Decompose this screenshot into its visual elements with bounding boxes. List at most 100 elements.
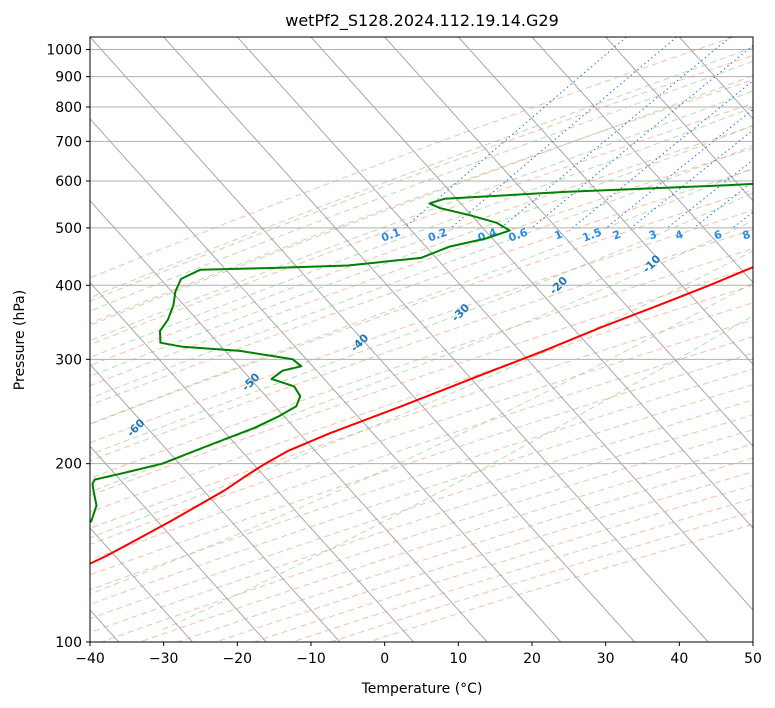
moist-adiabat-line: [162, 314, 753, 630]
x-tick-label: 50: [744, 651, 762, 667]
y-tick-label: 500: [55, 221, 82, 237]
x-tick-label: −20: [223, 651, 253, 667]
dry-adiabat-line: [90, 102, 753, 346]
mixing-ratio-lines: [403, 37, 775, 229]
x-axis-ticks: −40 −30 −20 −10 0 10 20 30 40 50: [75, 642, 762, 667]
y-tick-label: 100: [55, 635, 82, 651]
isotherm-label: -60: [124, 416, 147, 439]
x-tick-label: 20: [523, 651, 541, 667]
isotherm-line: [384, 37, 753, 448]
isotherm-line: [457, 37, 753, 366]
isotherm-label: -20: [547, 274, 570, 297]
moist-adiabat-line: [90, 167, 753, 425]
isotherm-line: [163, 37, 709, 642]
y-tick-label: 400: [55, 278, 82, 294]
mixing-ratio-line: [761, 37, 775, 228]
plot-frame: [89, 36, 754, 643]
chart-title: wetPf2_S128.2024.112.19.14.G29: [285, 11, 559, 31]
mixing-ratio-label: 2: [611, 228, 623, 243]
moist-adiabat-line: [90, 220, 753, 493]
isotherm-gridlines: [90, 37, 753, 642]
mixing-ratio-label: 8: [741, 228, 753, 243]
isotherm-line: [90, 118, 562, 642]
dry-adiabat-line: [90, 37, 734, 279]
moist-adiabat-line: [90, 282, 753, 595]
isotherm-label: -10: [640, 252, 663, 275]
isobar-gridlines: [90, 49, 753, 642]
y-axis-label: Pressure (hPa): [12, 290, 28, 390]
moist-adiabat-line: [90, 60, 753, 312]
x-tick-label: −10: [296, 651, 326, 667]
x-tick-label: 30: [597, 651, 615, 667]
isotherm-label: -40: [348, 331, 371, 354]
x-axis-label: Temperature (°C): [361, 681, 483, 697]
mixing-ratio-label: 0.6: [507, 226, 530, 245]
isotherm-line: [90, 363, 341, 642]
profile-series: [90, 182, 753, 565]
moist-adiabat-line: [90, 124, 753, 377]
isotherm-line: [90, 37, 635, 642]
temperature-profile-line: [90, 266, 753, 565]
isotherm-line: [310, 37, 753, 529]
mixing-ratio-label: 4: [674, 228, 686, 243]
x-tick-label: 10: [449, 651, 467, 667]
y-tick-label: 1000: [46, 43, 82, 59]
dry-adiabat-line: [90, 336, 753, 561]
dry-adiabat-line: [90, 414, 753, 633]
y-tick-label: 900: [55, 70, 82, 86]
mixing-ratio-line: [572, 80, 753, 229]
y-axis-ticks: 100 200 300 400 500 600 700 800 900 1000: [46, 43, 90, 651]
moist-adiabat-line: [90, 192, 753, 456]
dry-adiabat-line: [177, 457, 753, 642]
dry-adiabat-line: [139, 443, 753, 642]
isotherm-line: [90, 281, 414, 642]
mixing-ratio-label: 0.1: [380, 226, 403, 245]
mixing-ratio-label: 1: [553, 228, 565, 243]
isotherm-line: [90, 445, 267, 642]
isotherm-line: [236, 37, 753, 611]
mixing-ratio-label: 0.2: [426, 226, 449, 245]
dry-adiabat-line: [90, 79, 753, 324]
isotherm-line: [90, 527, 193, 642]
y-tick-label: 200: [55, 457, 82, 473]
mixing-ratio-line: [403, 37, 627, 229]
plot-area: 0.10.20.40.611.52346810131620253036-100-…: [6, 37, 775, 642]
x-tick-label: 40: [670, 651, 688, 667]
dry-adiabat-line: [215, 471, 753, 642]
dewpoint-profile-line: [90, 182, 753, 524]
mixing-ratio-label: 10: [760, 226, 775, 244]
dry-adiabat-line: [90, 125, 753, 367]
moist-adiabat-lines: [90, 47, 753, 630]
mixing-ratio-line: [450, 37, 677, 229]
dry-adiabat-line: [254, 484, 753, 642]
mixing-ratio-line: [630, 129, 753, 229]
isotherm-label: 0: [759, 211, 774, 226]
mixing-ratio-label: 6: [712, 228, 724, 243]
mixing-ratio-label: 3: [647, 228, 659, 243]
moist-adiabat-line: [90, 106, 753, 358]
mixing-ratio-label: 1.5: [581, 226, 604, 245]
isotherm-line: [531, 37, 753, 284]
mixing-ratio-line: [666, 159, 753, 229]
moist-adiabat-line: [90, 47, 753, 299]
moist-adiabat-line: [90, 144, 753, 399]
reference-line-labels: 0.10.20.40.611.52346810131620253036-100-…: [6, 211, 775, 488]
x-tick-label: −40: [75, 651, 105, 667]
isotherm-line: [752, 37, 753, 38]
isotherm-line: [90, 199, 488, 642]
y-tick-label: 300: [55, 352, 82, 368]
isotherm-line: [605, 37, 753, 202]
y-tick-label: 800: [55, 100, 82, 116]
moist-adiabat-line: [90, 250, 753, 539]
dry-adiabat-line: [90, 319, 753, 545]
y-tick-label: 700: [55, 134, 82, 150]
dry-adiabat-lines: [90, 37, 753, 642]
mixing-ratio-line: [500, 37, 731, 229]
x-tick-label: −30: [149, 651, 179, 667]
y-tick-label: 600: [55, 174, 82, 190]
isotherm-label: -70: [6, 465, 29, 488]
x-tick-label: 0: [380, 651, 389, 667]
isotherm-line: [678, 37, 753, 120]
dry-adiabat-line: [101, 428, 753, 642]
